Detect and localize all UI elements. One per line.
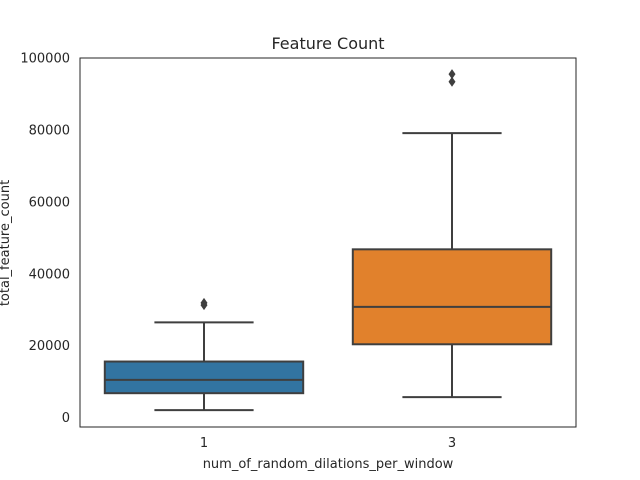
outlier-point [448, 76, 456, 87]
chart-title: Feature Count [271, 34, 384, 53]
outlier-point [200, 297, 208, 308]
box-group-1 [103, 297, 305, 412]
box-iqr [351, 248, 553, 346]
y-tick-label: 0 [62, 411, 70, 426]
x-tick-label: 3 [448, 436, 456, 451]
y-tick-label: 60000 [29, 195, 70, 210]
y-tick-label: 80000 [29, 123, 70, 138]
y-tick-label: 100000 [20, 52, 70, 67]
box-iqr [103, 360, 305, 395]
y-tick-label: 40000 [29, 267, 70, 282]
outlier-point [448, 69, 456, 80]
box-group-3 [351, 69, 553, 399]
x-axis-label: num_of_random_dilations_per_window [203, 457, 454, 472]
box-series [103, 69, 553, 412]
y-axis-label: total_feature_count [0, 180, 13, 306]
plot-frame [79, 57, 577, 428]
y-tick-label: 20000 [29, 339, 70, 354]
x-tick-label: 1 [200, 436, 208, 451]
y-axis: 0 20000 40000 60000 80000 100000 [20, 52, 70, 427]
